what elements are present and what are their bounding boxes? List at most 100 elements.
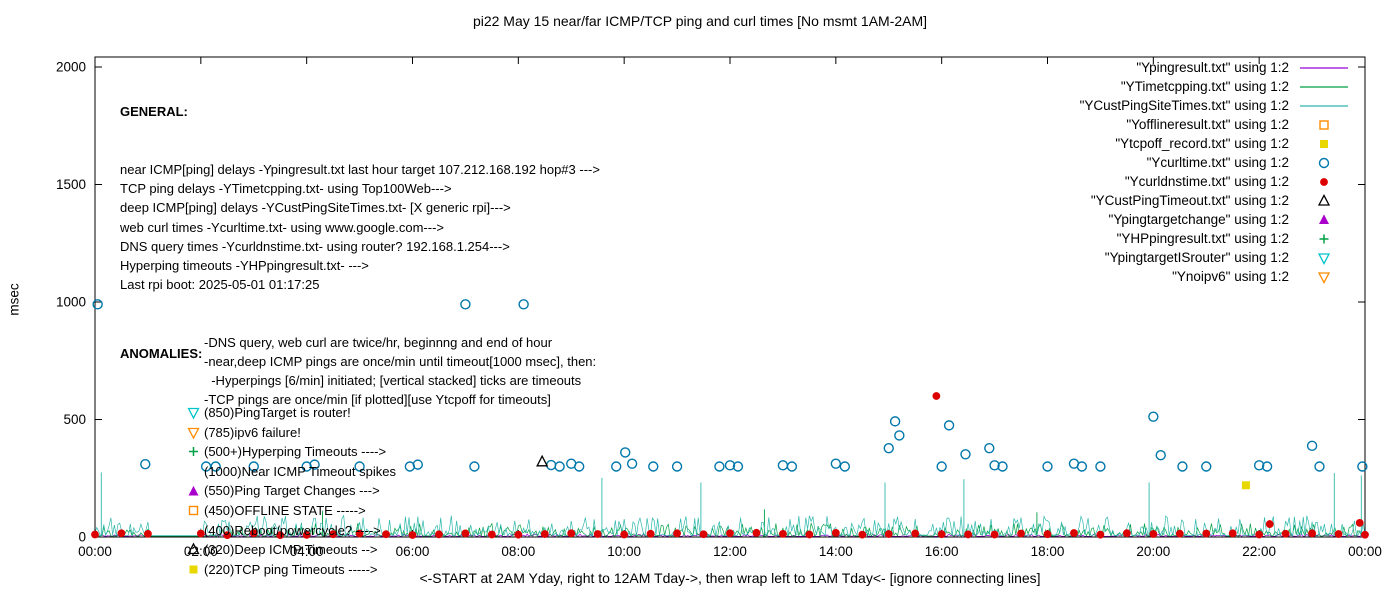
anomaly-label: (1000)Near ICMP Timeout spikes [204,463,396,479]
anomalies-notes: ANOMALIES: (850)PingTarget is router! (78… [120,305,396,600]
point-Ycurldnstime [593,530,602,538]
general-indented-line: -TCP pings are once/min [if plotted][use… [204,392,551,408]
anomaly-marker-spacer [186,464,201,479]
point-Ycurldnstime [752,528,761,537]
point-Ycurltime [936,461,947,472]
point-Ycurldnstime [1096,530,1105,539]
x-tick-label: 04:00 [290,544,324,559]
point-Ycurldnstime [1043,530,1052,539]
anomaly-label: (550)Ping Target Changes ---> [204,483,380,499]
point-Ycurldnstime [540,530,549,538]
legend-entry: "Ytcpoff_record.txt" using 1:2 [1080,134,1350,153]
legend-entry: "Ycurldnstime.txt" using 1:2 [1080,172,1350,191]
y-tick-label: 1000 [56,295,86,310]
triangle-down-open-icon [187,408,200,420]
point-Ycurltime [984,442,995,454]
legend-sample-circle-filled-icon [1320,177,1328,186]
point-Ycurltime [889,416,901,427]
point-Ycurltime [1155,450,1166,461]
point-Ycurltime [724,460,736,471]
point-Ycurltime [1253,460,1265,471]
legend-entry-label: "YTimetcpping.txt" using 1:2 [1120,79,1289,94]
legend-marker-sample [1320,177,1328,186]
point-Ycurldnstime [932,392,941,400]
point-Ycurltime [554,461,565,472]
x-tick-label: 00:00 [1348,544,1382,559]
point-Ycurltime [943,420,955,431]
anomaly-items: (850)PingTarget is router! (785)ipv6 fail… [186,403,396,579]
point-Ycurldnstime [726,529,734,538]
point-Ycurldnstime [1355,519,1364,527]
point-Ycurltime [92,299,103,310]
point-Ycurldnstime [117,529,126,538]
anomaly-marker-spacer [186,523,201,538]
point-Ycurldnstime [1070,529,1078,537]
legend-entry-label: "Ytcpoff_record.txt" using 1:2 [1115,136,1289,151]
point-Ycurltime [210,461,221,472]
point-Ycurldnstime [461,529,470,538]
point-Ycurltime [140,458,151,470]
anomaly-item: (500+)Hyperping Timeouts ----> [186,442,396,462]
plus-icon [189,447,198,457]
point-Ycurltime [989,460,1000,471]
x-tick-label: 10:00 [607,544,641,559]
legend-entry: "YCustPingTimeout.txt" using 1:2 [1080,191,1350,210]
point-Ycurldnstime [1122,529,1131,538]
point-Ycurldnstime [514,530,523,539]
legend-entry: "Ypingtargetchange" using 1:2 [1080,210,1350,229]
plus-icon [189,447,198,457]
legend-entry-label: "YCustPingSiteTimes.txt" using 1:2 [1079,98,1289,113]
anomaly-label: (785)ipv6 failure! [204,424,301,440]
point-Ycurldnstime [937,530,946,539]
legend-entry: "YTimetcpping.txt" using 1:2 [1080,77,1350,96]
point-Ycurldnstime [1202,529,1211,538]
point-Ycurltime [620,447,631,458]
legend-sample-triangle-down-open-icon [1317,271,1331,284]
point-Ycurltime [1148,411,1159,422]
point-Ycurltime [648,461,659,472]
y-tick-label: 1500 [56,177,86,192]
legend-entry-label: "Ynoipv6" using 1:2 [1172,269,1289,284]
general-notes: GENERAL: near ICMP[ping] delays -Ypingre… [120,64,600,448]
triangle-down-open-icon [187,427,200,440]
point-Ycurldnstime [487,530,496,539]
anomaly-label: (850)PingTarget is router! [204,404,351,420]
point-Ycurltime [354,461,365,472]
anomaly-label: (220)TCP ping Timeouts -----> [204,561,378,577]
point-Ycurldnstime [990,530,999,539]
point-Ycurltime [1177,461,1188,472]
legend-entry-label: "YCustPingTimeout.txt" using 1:2 [1090,193,1289,208]
general-line: Hyperping timeouts -YHPpingresult.txt- -… [120,258,369,274]
point-Ycurltime [469,461,480,472]
point-Ycurldnstime [831,528,840,537]
chart-title: pi22 May 15 near/far ICMP/TCP ping and c… [472,13,928,29]
legend-marker-sample [1319,213,1329,224]
point-Ycurldnstime [91,530,99,539]
point-Ycurldnstime [1228,529,1237,538]
anomaly-label: (450)OFFLINE STATE -----> [204,502,366,518]
x-axis-label: <-START at 2AM Yday, right to 12AM Tday-… [419,570,1041,586]
point-Ycurltime [573,461,585,472]
general-indented-line: -near,deep ICMP pings are once/min until… [204,354,597,370]
legend-sample-line-icon [1300,85,1348,88]
triangle-down-open-icon [187,427,200,440]
x-tick-label: 12:00 [713,544,747,559]
point-Ycurltime [626,458,638,469]
legend-entry: "Ycurltime.txt" using 1:2 [1080,153,1350,172]
point-Ycurldnstime [276,531,285,539]
point-Ycurltime [545,459,557,471]
legend-entry-label: "Ycurltime.txt" using 1:2 [1146,155,1289,170]
point-Ycurltime [1201,461,1212,472]
general-indented-lines: -DNS query, web curl are twice/hr, begin… [204,333,600,410]
general-line: web curl times -Ycurltime.txt- using www… [120,219,445,235]
legend-marker-sample [1317,193,1331,206]
y-tick-label: 2000 [56,60,86,75]
x-tick-label: 22:00 [1242,544,1276,559]
legend-sample-square-filled-icon [1320,139,1328,148]
point-Ycurltime [412,459,423,470]
point-Ycurltime [1076,461,1088,472]
x-tick-label: 14:00 [819,544,853,559]
point-Ycurltime [894,430,905,441]
